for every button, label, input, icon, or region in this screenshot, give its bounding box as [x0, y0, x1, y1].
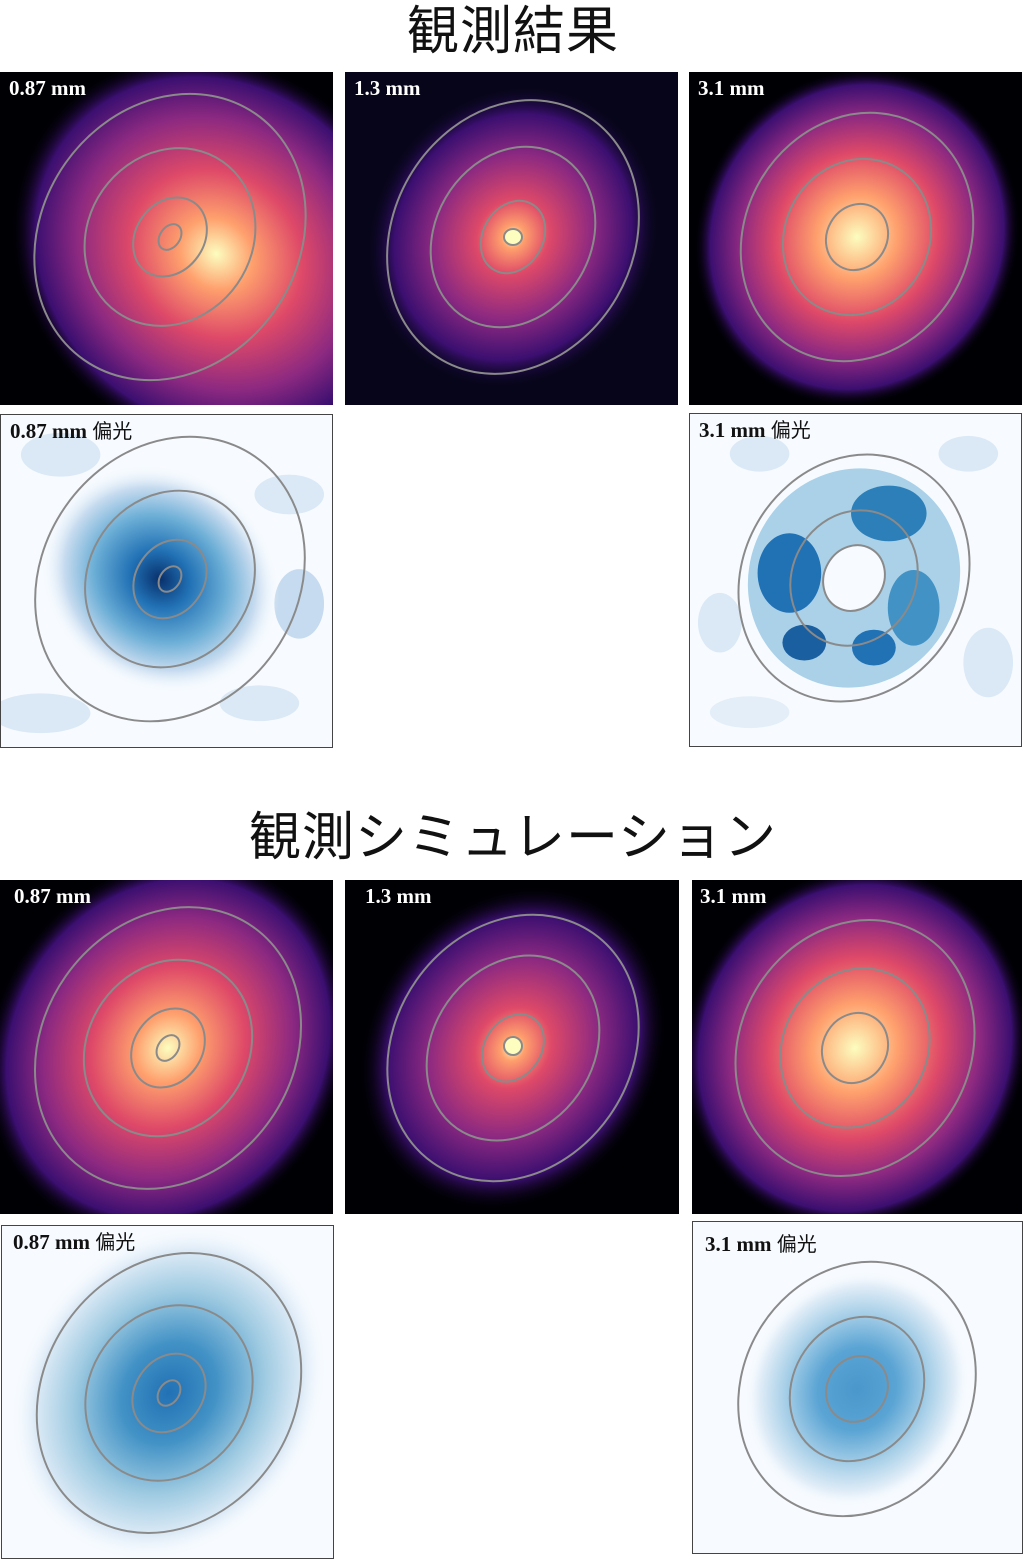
observed-31mm-panel: 3.1 mm	[689, 72, 1022, 405]
observed-section-title: 観測結果	[406, 2, 619, 62]
simulated-087mm-pol-image	[10, 1226, 328, 1558]
observed-31mm-pol-contours	[737, 453, 971, 703]
simulated-31mm-pol-contours	[737, 1260, 977, 1518]
observed-31mm-pol-image	[697, 435, 1014, 729]
observed-087mm-label: 0.87 mm	[9, 76, 86, 100]
simulated-13mm-panel: 1.3 mm	[345, 880, 679, 1214]
observed-087mm-image	[11, 72, 333, 405]
observed-13mm-label: 1.3 mm	[354, 76, 421, 100]
observed-087mm-panel: 0.87 mm	[0, 72, 333, 405]
observed-13mm-image	[367, 86, 659, 388]
simulated-31mm-panel: 3.1 mm	[692, 880, 1022, 1214]
simulated-087mm-panel: 0.87 mm	[0, 880, 333, 1214]
observed-13mm-core	[503, 228, 523, 246]
observed-31mm-pol-label: 3.1 mm 偏光	[699, 418, 811, 442]
observed-087mm-pol-panel: 0.87 mm 偏光	[0, 414, 333, 748]
simulated-087mm-label: 0.87 mm	[14, 884, 91, 908]
observed-087mm-pol-label: 0.87 mm 偏光	[10, 419, 133, 443]
simulated-31mm-image	[692, 880, 1022, 1214]
simulated-13mm-contours	[386, 913, 640, 1183]
observed-31mm-pol-panel: 3.1 mm 偏光	[689, 413, 1022, 747]
simulated-31mm-pol-panel: 3.1 mm 偏光	[692, 1221, 1023, 1554]
observed-31mm-label: 3.1 mm	[698, 76, 765, 100]
observed-087mm-pol-contours	[34, 435, 306, 723]
observed-13mm-contours	[386, 99, 640, 375]
simulated-31mm-contours	[734, 919, 976, 1177]
simulated-087mm-pol-label: 0.87 mm 偏光	[13, 1230, 136, 1254]
observed-087mm-contours	[33, 92, 307, 382]
simulated-section-title: 観測シミュレーション	[249, 808, 777, 868]
observed-31mm-image	[693, 72, 1021, 405]
observed-31mm-contours	[739, 111, 975, 363]
observed-087mm-pol-image	[1, 432, 325, 734]
simulated-13mm-core	[503, 1036, 523, 1056]
simulated-31mm-label: 3.1 mm	[700, 884, 767, 908]
simulated-31mm-pol-image	[737, 1260, 977, 1518]
simulated-13mm-label: 1.3 mm	[365, 884, 432, 908]
simulated-087mm-image	[0, 880, 333, 1214]
observed-13mm-panel: 1.3 mm	[345, 72, 678, 405]
simulated-087mm-pol-panel: 0.87 mm 偏光	[1, 1225, 334, 1559]
simulated-31mm-pol-label: 3.1 mm 偏光	[705, 1232, 817, 1256]
simulated-087mm-contours	[33, 906, 303, 1190]
simulated-13mm-image	[359, 885, 667, 1211]
simulated-087mm-pol-contours	[35, 1251, 303, 1534]
